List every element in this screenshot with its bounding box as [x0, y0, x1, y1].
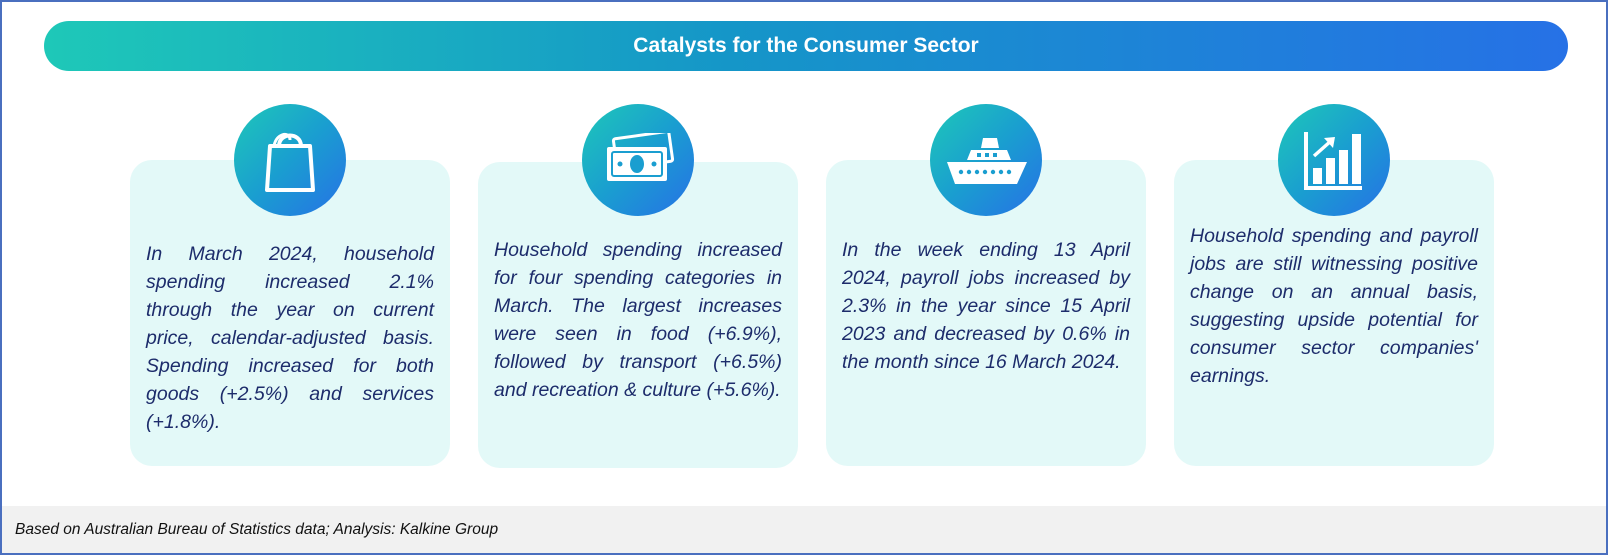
card-text: In the week ending 13 April 2024, payrol…	[842, 239, 1130, 373]
source-note: Based on Australian Bureau of Statistics…	[15, 520, 499, 538]
card-text: In March 2024, household spending increa…	[146, 243, 434, 433]
shopping-bag-icon	[234, 104, 346, 216]
banknotes-icon	[582, 104, 694, 216]
card-text: Household spending increased for four sp…	[494, 239, 782, 401]
growth-chart-icon	[1278, 104, 1390, 216]
card-text: Household spending and payroll jobs are …	[1190, 225, 1478, 387]
cruise-ship-icon	[930, 104, 1042, 216]
title-banner: Catalysts for the Consumer Sector	[44, 21, 1568, 71]
info-card-spending-categories: Household spending increased for four sp…	[478, 162, 798, 468]
page-title: Catalysts for the Consumer Sector	[633, 34, 979, 57]
source-footer: Based on Australian Bureau of Statistics…	[2, 506, 1606, 553]
